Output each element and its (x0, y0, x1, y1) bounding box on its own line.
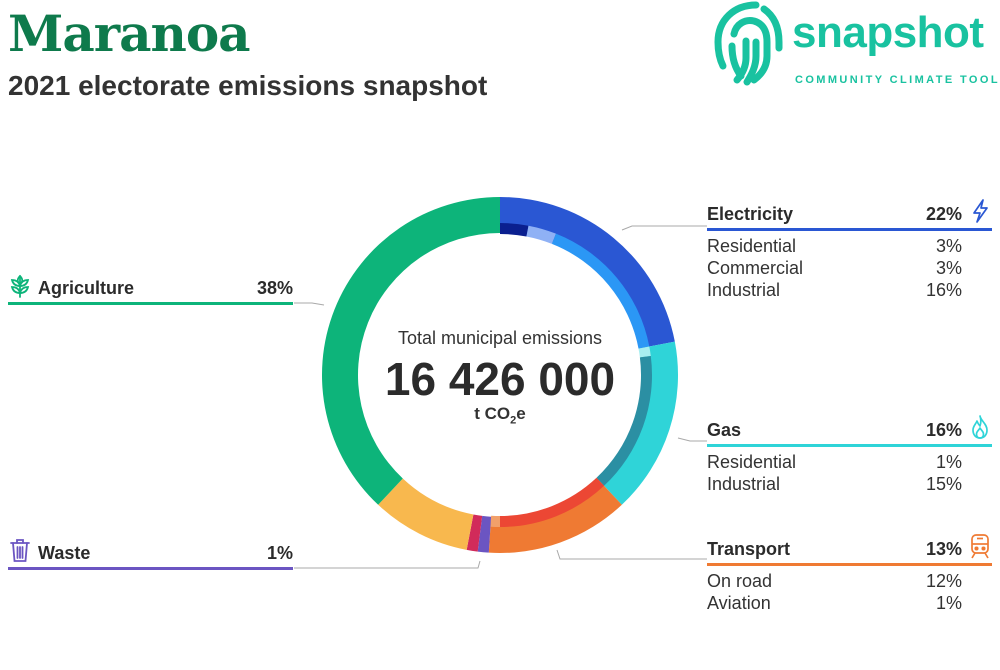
category-gas: Gas 16% Residential 1% Industrial 15% (707, 415, 992, 496)
category-percent: 13% (925, 539, 962, 559)
total-unit: t CO2e (474, 404, 526, 427)
subcategory-percent: 12% (925, 571, 962, 591)
donut-slice-agriculture (321, 197, 500, 505)
donut-slice-electricity (500, 197, 675, 349)
subcategory-label: Residential (707, 452, 797, 472)
subcategory-label: Residential (707, 236, 797, 256)
total-emissions-value: 16 426 000 (384, 353, 616, 405)
category-label: Agriculture (38, 278, 135, 298)
donut-slice-waste (477, 515, 492, 553)
subcategory-label: Industrial (707, 474, 781, 494)
fingerprint-logo-icon (714, 1, 783, 86)
leader-line-electricity (621, 225, 707, 231)
flame-icon (972, 415, 988, 439)
trash-bin-icon (10, 539, 30, 562)
donut-subslice-gas-residential (638, 346, 651, 358)
subcategory-label: Industrial (707, 280, 781, 300)
total-caption: Total municipal emissions (397, 328, 603, 348)
category-label: Electricity (707, 204, 794, 224)
leader-line-waste (294, 560, 481, 569)
leader-line-transport (556, 549, 707, 560)
category-percent: 38% (256, 278, 293, 298)
category-agriculture: Agriculture 38% (8, 274, 293, 305)
category-percent: 16% (925, 420, 962, 440)
category-electricity: Electricity 22% Residential 3% Commercia… (707, 199, 992, 302)
category-label: Waste (38, 543, 91, 563)
logo-wordmark: snapshot (792, 8, 984, 57)
page-title: Maranoa (8, 4, 251, 63)
subcategory-percent: 3% (935, 236, 962, 256)
page-subtitle: 2021 electorate emissions snapshot (8, 70, 488, 101)
train-icon (971, 534, 989, 559)
category-header: Gas 16% (707, 415, 992, 447)
subcategory-row: Industrial 16% (707, 280, 992, 302)
donut-slice-industrial-processes (466, 514, 483, 552)
subcategory-percent: 1% (935, 593, 962, 613)
subcategory-row: Residential 1% (707, 452, 992, 474)
category-label: Gas (707, 420, 742, 440)
subcategory-row: Residential 3% (707, 236, 992, 258)
subcategory-label: On road (707, 571, 773, 591)
leader-line-agriculture (294, 302, 325, 306)
category-label: Transport (707, 539, 791, 559)
subcategory-label: Aviation (707, 593, 771, 613)
donut-subslice-gas-industrial (596, 355, 653, 486)
category-percent: 22% (925, 204, 962, 224)
logo-tagline: COMMUNITY CLIMATE TOOL (795, 74, 1000, 86)
subcategory-percent: 3% (935, 258, 962, 278)
category-transport: Transport 13% On road 12% Aviation 1% (707, 534, 992, 615)
subcategory-row: Industrial 15% (707, 474, 992, 496)
donut-subslice-transport-aviation (490, 515, 500, 527)
donut-subslice-electricity-residential (500, 223, 529, 237)
subcategory-percent: 16% (925, 280, 962, 300)
donut-subslice-electricity-commercial (526, 225, 556, 244)
category-header: Agriculture 38% (8, 274, 293, 305)
donut-subslice-electricity-industrial (551, 233, 650, 349)
subcategory-label: Commercial (707, 258, 804, 278)
donut-slice-other (378, 478, 474, 550)
donut-subslice-transport-on-road (500, 477, 605, 527)
lightning-bolt-icon (973, 199, 988, 223)
snapshot-logo: snapshot COMMUNITY CLIMATE TOOL (712, 0, 1000, 90)
category-header: Waste 1% (8, 539, 293, 570)
subcategory-percent: 15% (925, 474, 962, 494)
category-percent: 1% (266, 543, 293, 563)
subcategory-row: Aviation 1% (707, 593, 992, 615)
category-header: Transport 13% (707, 534, 992, 566)
subcategory-row: On road 12% (707, 571, 992, 593)
leader-line-gas (677, 437, 707, 442)
subcategory-percent: 1% (935, 452, 962, 472)
category-waste: Waste 1% (8, 539, 293, 570)
subcategory-row: Commercial 3% (707, 258, 992, 280)
category-header: Electricity 22% (707, 199, 992, 231)
wheat-icon (10, 274, 30, 298)
